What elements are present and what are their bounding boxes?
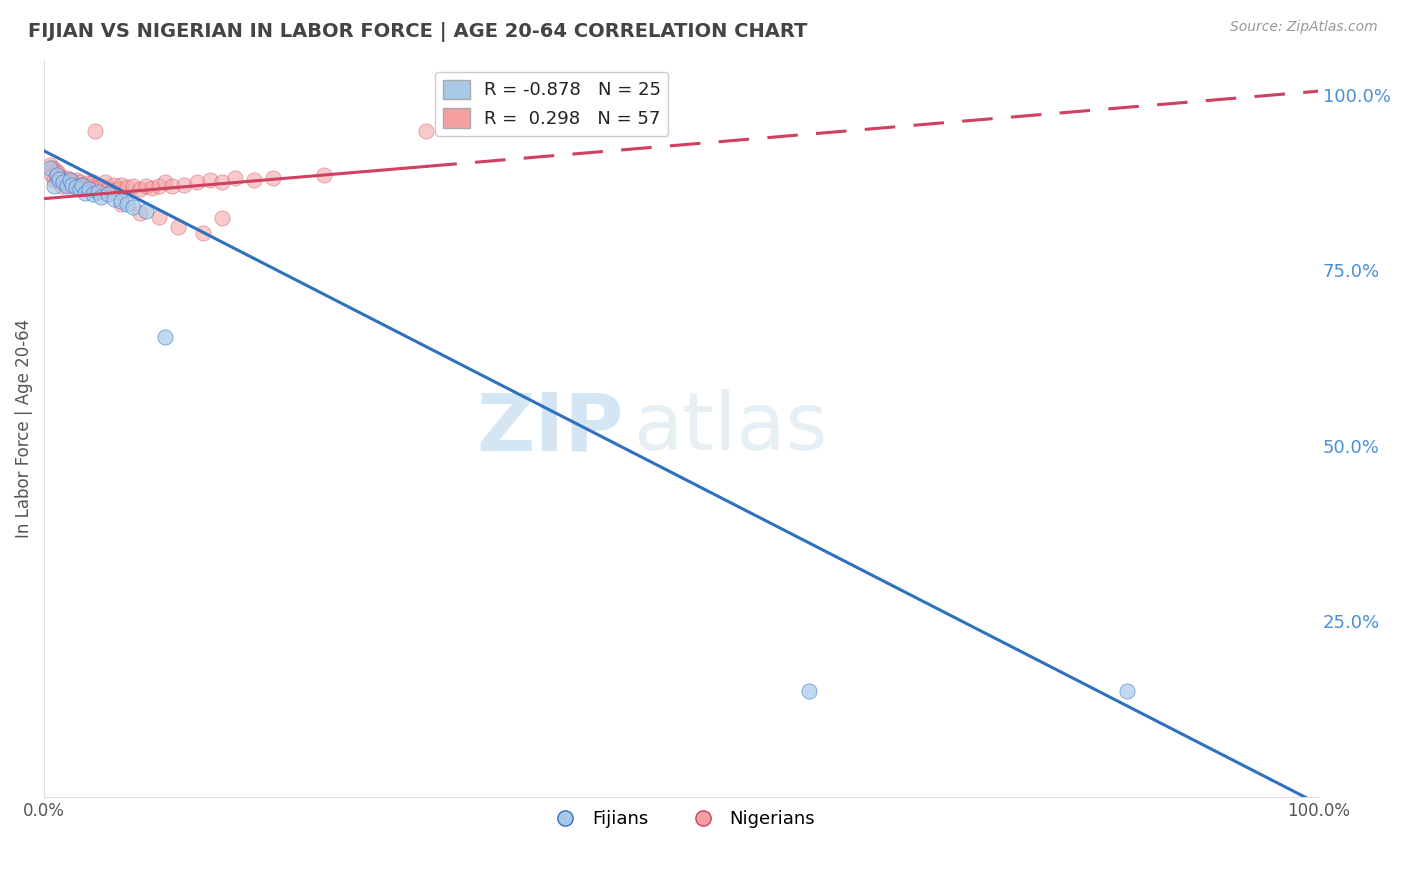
Point: [243, 173, 266, 187]
Point: [42, 161, 65, 176]
Point: [153, 330, 176, 344]
Point: [107, 182, 129, 196]
Point: [90, 178, 112, 193]
Point: [97, 182, 120, 196]
Point: [148, 210, 170, 224]
Point: [110, 178, 132, 192]
Point: [97, 187, 120, 202]
Point: [56, 178, 79, 193]
Point: [224, 170, 246, 185]
Point: [115, 196, 138, 211]
Point: [56, 170, 79, 185]
Point: [79, 178, 101, 193]
Point: [53, 176, 76, 190]
Point: [51, 178, 73, 193]
Point: [48, 172, 70, 186]
Point: [45, 163, 67, 178]
Point: [73, 180, 96, 194]
Point: [135, 203, 157, 218]
Point: [193, 226, 215, 240]
Legend: Fijians, Nigerians: Fijians, Nigerians: [540, 803, 823, 836]
Point: [167, 219, 190, 234]
Text: atlas: atlas: [633, 389, 827, 467]
Point: [45, 169, 67, 183]
Point: [58, 173, 80, 187]
Point: [52, 172, 75, 186]
Point: [60, 175, 83, 189]
Point: [49, 169, 72, 184]
Point: [65, 180, 87, 194]
Point: [44, 178, 66, 193]
Point: [415, 124, 437, 138]
Point: [39, 158, 62, 172]
Point: [72, 178, 94, 192]
Point: [48, 175, 70, 189]
Point: [314, 168, 336, 182]
Point: [86, 185, 108, 199]
Point: [58, 178, 80, 192]
Point: [135, 178, 157, 193]
Y-axis label: In Labor Force | Age 20-64: In Labor Force | Age 20-64: [15, 318, 32, 538]
Point: [44, 173, 66, 187]
Point: [58, 172, 80, 186]
Point: [45, 170, 67, 185]
Point: [173, 178, 195, 192]
Point: [115, 180, 138, 194]
Point: [69, 176, 91, 190]
Point: [76, 176, 98, 190]
Point: [41, 169, 63, 183]
Point: [82, 175, 104, 189]
Point: [797, 684, 820, 698]
Point: [73, 186, 96, 200]
Point: [39, 161, 62, 176]
Point: [148, 178, 170, 193]
Point: [262, 170, 284, 185]
Point: [1116, 684, 1139, 698]
Point: [110, 196, 132, 211]
Point: [66, 180, 89, 194]
Point: [211, 211, 233, 225]
Point: [110, 194, 132, 209]
Point: [198, 173, 221, 187]
Point: [86, 178, 108, 192]
Text: FIJIAN VS NIGERIAN IN LABOR FORCE | AGE 20-64 CORRELATION CHART: FIJIAN VS NIGERIAN IN LABOR FORCE | AGE …: [28, 22, 807, 42]
Point: [77, 182, 100, 196]
Point: [103, 192, 125, 206]
Point: [211, 175, 233, 189]
Point: [63, 178, 86, 192]
Point: [128, 205, 150, 219]
Point: [90, 189, 112, 203]
Point: [128, 182, 150, 196]
Point: [94, 175, 117, 189]
Text: ZIP: ZIP: [477, 389, 624, 467]
Point: [84, 182, 107, 196]
Point: [186, 176, 208, 190]
Point: [82, 187, 104, 202]
Point: [69, 182, 91, 196]
Point: [160, 178, 183, 193]
Point: [122, 178, 145, 193]
Point: [84, 124, 107, 138]
Point: [52, 176, 75, 190]
Text: Source: ZipAtlas.com: Source: ZipAtlas.com: [1230, 20, 1378, 34]
Point: [103, 178, 125, 193]
Point: [141, 181, 163, 195]
Point: [72, 178, 94, 192]
Point: [65, 173, 87, 187]
Point: [46, 166, 69, 180]
Point: [122, 200, 145, 214]
Point: [153, 175, 176, 189]
Point: [60, 178, 83, 192]
